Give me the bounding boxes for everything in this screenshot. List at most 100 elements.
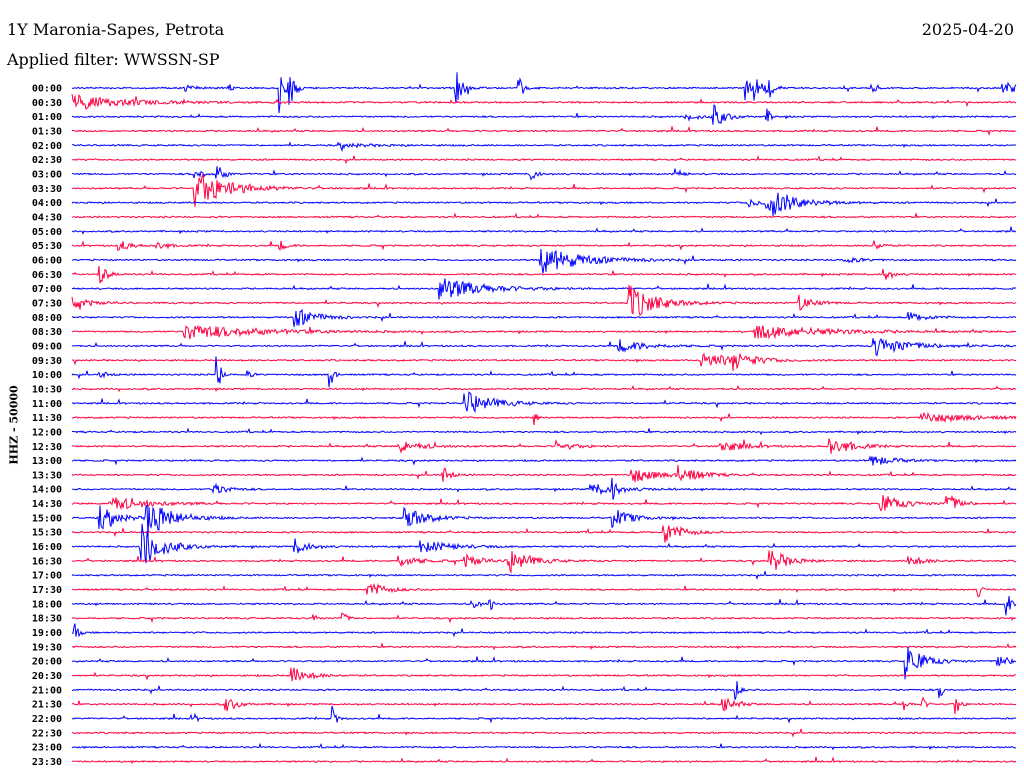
row-time-label: 04:30	[32, 212, 62, 223]
row-time-label: 05:00	[32, 227, 62, 238]
row-time-label: 00:30	[32, 98, 62, 109]
trace-row-1830	[71, 612, 1017, 624]
trace-row-1730	[71, 582, 1017, 598]
row-time-label: 20:30	[32, 671, 62, 682]
row-time-label: 06:30	[32, 270, 62, 281]
row-time-label: 06:00	[32, 255, 62, 266]
trace-row-2230	[71, 728, 1017, 738]
trace-row-0230	[71, 155, 1017, 165]
trace-row-1230	[71, 438, 1017, 454]
row-time-label: 10:00	[32, 370, 62, 381]
trace-row-1630	[71, 550, 1016, 575]
trace-row-2000	[71, 646, 1017, 680]
trace-row-0930	[71, 352, 1017, 372]
trace-row-0500	[71, 226, 1017, 235]
row-time-label: 11:30	[32, 413, 62, 424]
row-time-label: 03:00	[32, 169, 62, 180]
trace-row-1030	[71, 384, 1017, 393]
trace-row-0630	[71, 265, 1017, 284]
trace-row-1530	[71, 525, 1016, 543]
trace-row-1330	[71, 465, 1017, 483]
row-time-label: 08:30	[32, 327, 62, 338]
trace-row-0330	[71, 173, 1017, 207]
row-time-label: 20:00	[32, 657, 62, 668]
filter-label: Applied filter: WWSSN-SP	[7, 50, 220, 69]
row-time-label: 03:30	[32, 184, 62, 195]
row-time-label: 01:00	[32, 112, 62, 123]
row-time-label: 16:30	[32, 556, 62, 567]
row-time-label: 15:30	[32, 528, 62, 539]
trace-row-0430	[71, 212, 1017, 219]
trace-row-0100	[71, 104, 1017, 125]
row-time-label: 02:30	[32, 155, 62, 166]
row-time-label: 16:00	[32, 542, 62, 553]
row-time-label: 14:30	[32, 499, 62, 510]
row-time-label: 18:00	[32, 599, 62, 610]
trace-row-2300	[71, 742, 1017, 751]
trace-row-2030	[71, 667, 1017, 682]
trace-row-2330	[71, 756, 1017, 764]
trace-row-1000	[71, 356, 1017, 388]
trace-row-0400	[71, 192, 1017, 217]
trace-row-1700	[71, 571, 1017, 581]
row-time-label: 10:30	[32, 384, 62, 395]
row-time-label: 13:30	[32, 470, 62, 481]
trace-row-1200	[71, 427, 1017, 436]
trace-row-0700	[71, 278, 1017, 300]
trace-row-0200	[71, 141, 1016, 153]
trace-row-1900	[72, 623, 1017, 638]
row-time-label: 02:00	[32, 141, 62, 152]
trace-row-2200	[71, 705, 1017, 724]
trace-row-0900	[71, 337, 1017, 357]
trace-row-0030	[71, 93, 1017, 110]
trace-row-2100	[71, 681, 1017, 700]
row-time-label: 14:00	[32, 485, 62, 496]
trace-row-1600	[71, 523, 1017, 564]
row-time-label: 11:00	[32, 399, 62, 410]
row-time-label: 12:30	[32, 442, 62, 453]
trace-row-0300	[71, 166, 1017, 181]
trace-row-0000	[71, 72, 1017, 114]
row-time-label: 05:30	[32, 241, 62, 252]
row-time-label: 13:00	[32, 456, 62, 467]
row-time-label: 19:00	[32, 628, 62, 639]
row-time-label: 17:30	[32, 585, 62, 596]
trace-row-1400	[71, 477, 1017, 500]
trace-row-0830	[72, 324, 1017, 340]
row-time-label: 18:30	[32, 614, 62, 625]
trace-row-1430	[71, 494, 1017, 512]
row-time-label: 09:00	[32, 341, 62, 352]
row-time-label: 21:00	[32, 685, 62, 696]
row-time-label: 01:30	[32, 126, 62, 137]
station-title: 1Y Maronia-Sapes, Petrota	[7, 20, 225, 39]
trace-row-0800	[71, 308, 1017, 328]
row-time-label: 17:00	[32, 571, 62, 582]
row-time-label: 07:00	[32, 284, 62, 295]
row-time-label: 07:30	[32, 298, 62, 309]
row-time-label: 04:00	[32, 198, 62, 209]
date-label: 2025-04-20	[921, 20, 1014, 39]
trace-row-2130	[71, 696, 1017, 715]
trace-row-1300	[71, 455, 1017, 466]
row-time-label: 22:30	[32, 728, 62, 739]
row-time-label: 12:00	[32, 427, 62, 438]
trace-row-1500	[71, 504, 1016, 538]
row-time-label: 19:30	[32, 642, 62, 653]
row-time-label: 23:00	[32, 743, 62, 754]
row-time-label: 23:30	[32, 757, 62, 768]
trace-row-1130	[72, 411, 1017, 426]
trace-row-1930	[71, 642, 1017, 651]
row-time-label: 08:00	[32, 313, 62, 324]
trace-row-0730	[71, 284, 1017, 317]
row-time-label: 00:00	[32, 84, 62, 95]
row-time-label: 15:00	[32, 513, 62, 524]
trace-row-0600	[71, 248, 1017, 274]
row-time-label: 09:30	[32, 356, 62, 367]
trace-row-0130	[71, 125, 1017, 136]
row-time-label: 21:30	[32, 700, 62, 711]
row-time-label: 22:00	[32, 714, 62, 725]
trace-row-0530	[71, 240, 1017, 251]
trace-row-1100	[71, 391, 1017, 414]
trace-row-1800	[71, 595, 1017, 616]
